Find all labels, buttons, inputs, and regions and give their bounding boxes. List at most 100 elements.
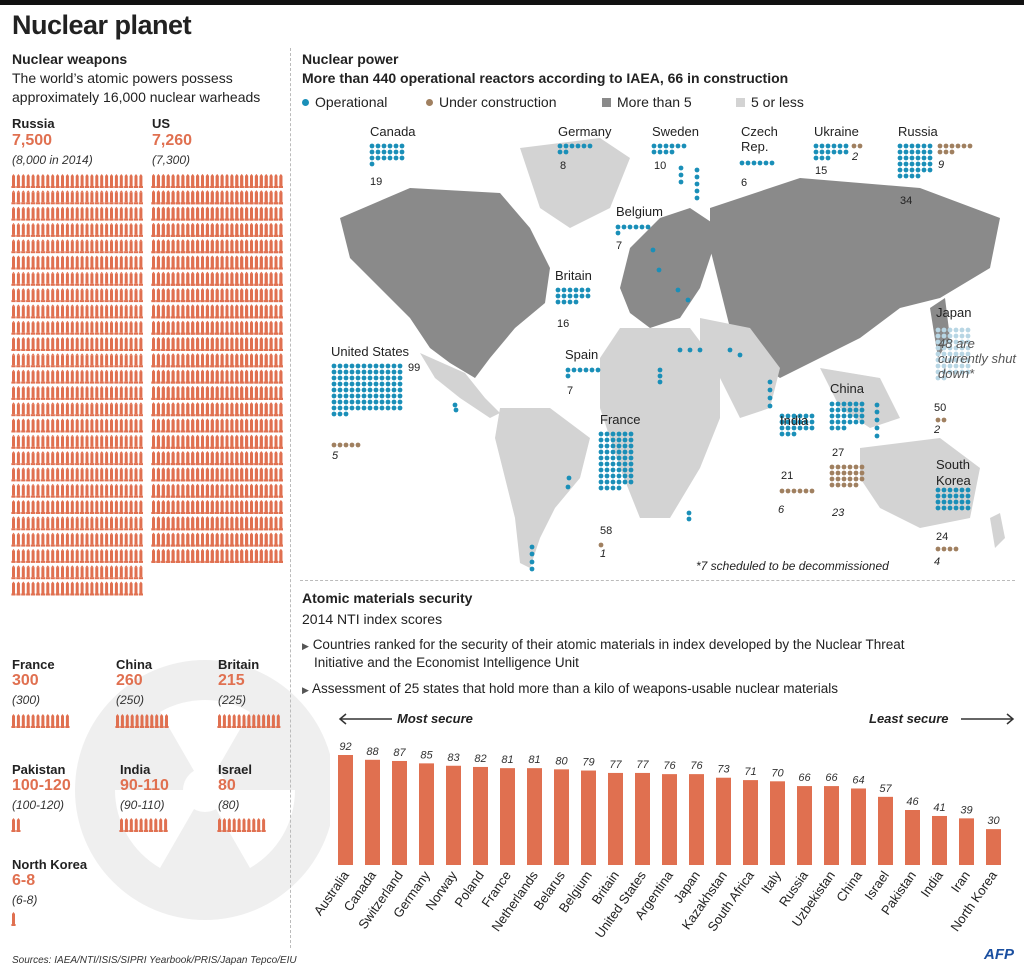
map-india-label: India [780,413,809,428]
warhead-icon [166,451,171,466]
warhead-icon [249,337,254,351]
warhead-icon [124,532,129,547]
warhead-icon [114,174,119,188]
warhead-icon [220,304,225,319]
warhead-icon [264,353,269,368]
warhead-icon [273,467,279,482]
warhead-icon [70,581,75,596]
warhead-icon [129,565,134,580]
warhead-icon [94,320,99,335]
warhead-icon [210,239,215,254]
warhead-icon [45,369,50,384]
warhead-icon [215,385,220,400]
warhead-icon [215,451,220,466]
warhead-icon [200,451,205,466]
warhead-icon [133,581,139,596]
warhead-icon [35,222,41,237]
warhead-icon [138,337,143,351]
warhead-icon [220,288,225,303]
map-belgium-label: Belgium [616,204,663,219]
warhead-icon [109,190,114,205]
warhead-icon [65,288,70,303]
warhead-icon [26,174,31,188]
warhead-icon [11,369,16,384]
warhead-icon [35,369,41,384]
warhead-icon [114,451,119,466]
warhead-icon [175,467,181,482]
warhead-icon [180,320,185,335]
map-us-construction: 5 [332,450,338,462]
warhead-icon [239,532,244,547]
warhead-icon [65,418,70,433]
warhead-icon [11,385,16,400]
weapons-us-name: US [152,116,171,131]
warhead-icon [200,548,205,563]
warhead-icon [133,418,139,433]
warhead-icon [26,369,31,384]
warhead-icon [273,304,279,319]
map-russia-construction: 9 [938,159,944,171]
warhead-icon [244,467,249,482]
warhead-icon [11,581,16,596]
warhead-icon [84,304,90,319]
warhead-icon [133,190,139,205]
warhead-icon [200,532,205,547]
warhead-icon [166,385,171,400]
warhead-icon [190,385,195,400]
warhead-icon [129,483,134,498]
warhead-icon [244,451,249,466]
warhead-icon [75,239,80,254]
warhead-icon [124,451,129,466]
warhead-icon [244,548,249,563]
warhead-icon [138,483,143,498]
warhead-icon [94,255,99,270]
warhead-icon [269,483,274,498]
warhead-icon [114,206,119,221]
warhead-icon [35,206,41,221]
warhead-icon [80,451,85,466]
nti-value-label: 73 [717,764,730,776]
weapons-britain-value: 215 [218,672,245,689]
warhead-icon [210,500,215,514]
warhead-icon [229,532,234,547]
warhead-icon [234,418,239,433]
warhead-icon [210,418,215,433]
warhead-icon [156,434,161,449]
warhead-icon [104,288,109,303]
warhead-icon [70,174,75,188]
warhead-icon [171,516,176,531]
nti-bar-germany [419,763,434,865]
warhead-icon [195,239,200,254]
warhead-icon [11,255,16,270]
warhead-icon [180,483,185,498]
warhead-icon [229,337,234,351]
warhead-icon [239,271,244,286]
warhead-icon [70,434,75,449]
warhead-icon [99,516,104,531]
nti-bar-italy [770,781,785,865]
warhead-icon [11,271,16,286]
warhead-icon [249,174,254,188]
warhead-icon [264,222,269,237]
warhead-icon [114,353,119,368]
warhead-icon [55,174,60,188]
warhead-icon [35,402,41,417]
warhead-icon [200,288,205,303]
warhead-icon [65,353,70,368]
warhead-icon [249,483,254,498]
warhead-icon [175,337,181,351]
nti-value-label: 30 [987,815,1000,827]
more5-square-icon [602,97,611,107]
warhead-icon [50,369,55,384]
warhead-icon [133,548,139,563]
map-canada-label: Canada [370,124,416,139]
warhead-icon [278,418,283,433]
warhead-icon [200,385,205,400]
warhead-icon [269,467,274,482]
warhead-icon [200,418,205,433]
weapons-subtitle-1: The world’s atomic powers possess [12,70,233,86]
warhead-icon [11,239,16,254]
warhead-icon [40,483,45,498]
warhead-icon [234,174,239,188]
weapons-pakistan-previous: (100-120) [12,798,65,812]
